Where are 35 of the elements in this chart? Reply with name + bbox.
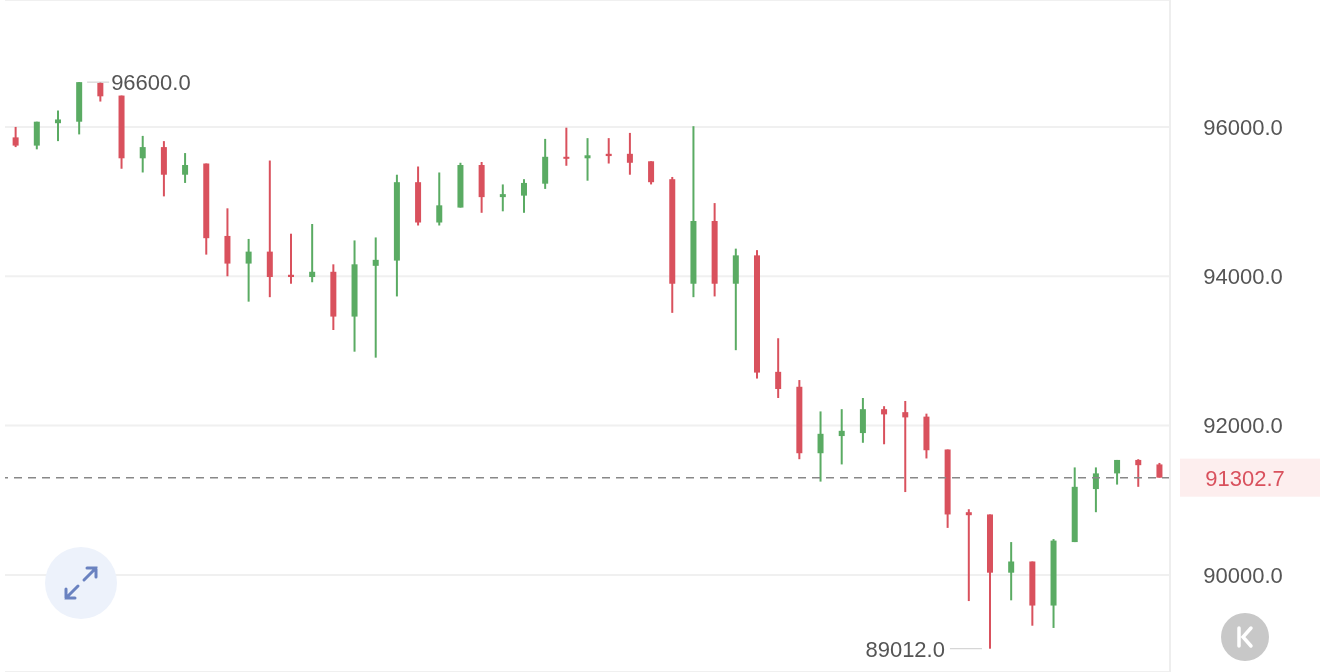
candlestick (436, 171, 443, 227)
candlestick (965, 508, 972, 603)
candlestick (1092, 466, 1099, 514)
candlestick (1008, 541, 1015, 602)
candlestick (309, 223, 316, 284)
candlestick (817, 410, 824, 483)
candlestick (139, 134, 146, 174)
candlestick (287, 232, 294, 285)
candlestick (1114, 458, 1121, 486)
candlestick (775, 337, 782, 399)
candlestick (33, 120, 40, 151)
candlestick (859, 396, 866, 444)
y-tick-label: 92000.0 (1203, 413, 1283, 439)
ref-line-label: 91302.7 (1205, 465, 1285, 491)
y-tick-label: 96000.0 (1203, 114, 1283, 140)
candlestick (902, 399, 909, 494)
candlestick (245, 237, 252, 303)
annotation: 96600.0 (111, 70, 191, 96)
candlestick (605, 137, 612, 165)
candlestick (648, 160, 655, 186)
candlestick (626, 131, 633, 176)
candlestick (1135, 458, 1142, 488)
y-tick-label: 90000.0 (1203, 562, 1283, 588)
candlestick (838, 408, 845, 466)
candlestick (54, 109, 61, 143)
candlestick (520, 178, 527, 214)
candlestick (12, 125, 19, 149)
candlestick (182, 152, 189, 184)
annotation: 89012.0 (865, 636, 945, 662)
candlestick (563, 126, 570, 167)
y-tick-label: 94000.0 (1203, 264, 1283, 290)
candlestick (372, 236, 379, 359)
candlestick (881, 405, 888, 446)
candlestick (499, 183, 506, 213)
candlestick (584, 137, 591, 182)
